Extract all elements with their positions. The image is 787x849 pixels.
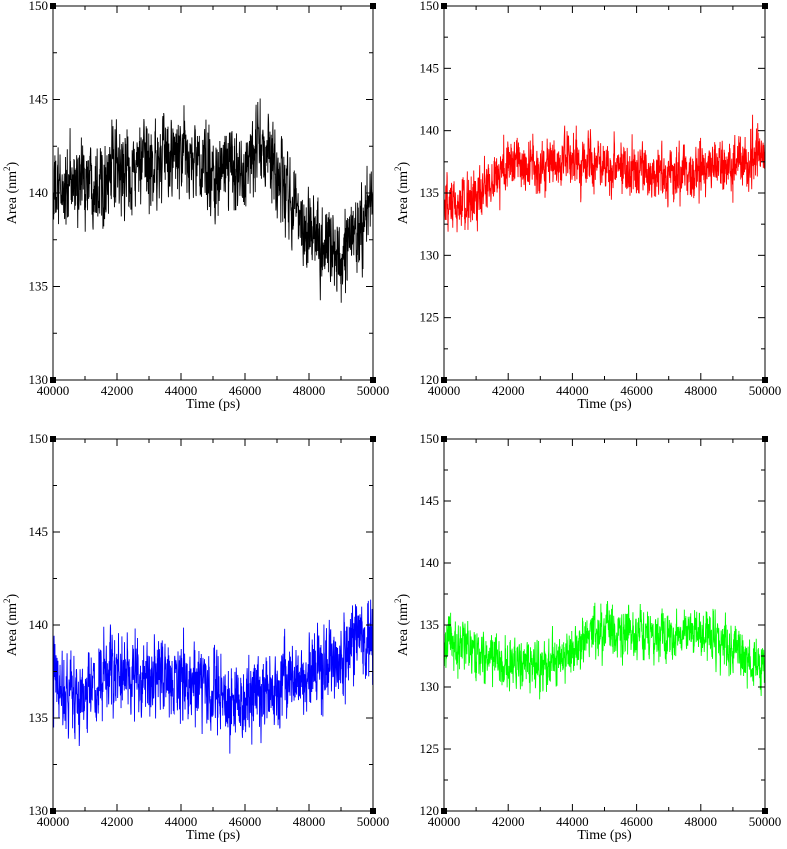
y-tick-label: 135: [29, 279, 49, 294]
x-tick-label: 42000: [101, 814, 134, 829]
y-tick-label: 140: [420, 123, 440, 138]
y-tick-label: 150: [420, 431, 440, 446]
x-tick-label: 50000: [357, 383, 390, 398]
x-tick-label: 48000: [293, 814, 326, 829]
y-tick-label: 135: [29, 710, 49, 725]
y-tick-label: 130: [29, 803, 49, 818]
y-axis-title: Area (nm2): [393, 593, 411, 656]
series-line: [444, 600, 765, 700]
x-tick-label: 40000: [428, 383, 461, 398]
y-tick-label: 145: [29, 524, 49, 539]
y-tick-label: 120: [420, 803, 440, 818]
x-tick-label: 50000: [357, 814, 390, 829]
series-line: [444, 114, 765, 233]
y-tick-label: 140: [29, 185, 49, 200]
x-axis-title: Time (ps): [186, 397, 241, 412]
y-axis-title: Area (nm2): [2, 593, 20, 656]
x-tick-label: 46000: [620, 814, 653, 829]
chart-panel-3: 40000 42000 44000 46000 48000 50000 130 135 140 1…: [2, 431, 389, 843]
x-tick-label: 44000: [165, 814, 198, 829]
y-axis-title: Area (nm2): [393, 161, 411, 224]
y-tick-label: 130: [29, 372, 49, 387]
x-axis-title: Time (ps): [577, 397, 632, 412]
y-tick-label: 135: [420, 185, 440, 200]
x-tick-label: 48000: [293, 383, 326, 398]
x-tick-label: 44000: [556, 383, 589, 398]
x-axis-title: Time (ps): [577, 828, 632, 843]
x-tick-label: 46000: [229, 383, 262, 398]
x-tick-label: 40000: [37, 383, 70, 398]
series-line: [53, 98, 373, 303]
plot-frame: [443, 5, 766, 381]
y-tick-label: 120: [420, 372, 440, 387]
y-tick-label: 140: [420, 555, 440, 570]
x-tick-label: 44000: [165, 383, 198, 398]
x-tick-label: 44000: [556, 814, 589, 829]
y-tick-label: 130: [420, 679, 440, 694]
y-tick-label: 150: [29, 431, 49, 446]
y-axis-title: Area (nm2): [2, 161, 20, 224]
chart-panel-1: 40000 42000 44000 46000 48000 50000 130 135 140 1…: [2, 0, 389, 412]
x-tick-label: 48000: [685, 814, 718, 829]
plot-frame: [52, 438, 374, 812]
y-tick-label: 145: [29, 92, 49, 107]
x-tick-label: 42000: [101, 383, 134, 398]
x-tick-label: 42000: [492, 814, 525, 829]
x-tick-label: 46000: [229, 814, 262, 829]
x-tick-label: 40000: [428, 814, 461, 829]
y-tick-label: 150: [420, 0, 440, 13]
y-tick-label: 140: [29, 617, 49, 632]
x-tick-label: 42000: [492, 383, 525, 398]
y-tick-label: 135: [420, 617, 440, 632]
chart-panel-2: 40000 42000 44000 46000 48000 50000 120 125 130 1…: [393, 0, 781, 412]
y-tick-label: 125: [420, 741, 440, 756]
plot-frame: [52, 5, 374, 381]
chart-panel-4: 40000 42000 44000 46000 48000 50000 120 125 130 1…: [393, 431, 781, 843]
y-tick-label: 150: [29, 0, 49, 13]
y-tick-label: 130: [420, 247, 440, 262]
y-tick-label: 145: [420, 60, 440, 75]
x-tick-label: 50000: [749, 814, 782, 829]
x-tick-label: 40000: [37, 814, 70, 829]
x-tick-label: 46000: [620, 383, 653, 398]
series-line: [53, 599, 373, 754]
x-tick-label: 50000: [749, 383, 782, 398]
x-axis-title: Time (ps): [186, 828, 241, 843]
x-tick-label: 48000: [685, 383, 718, 398]
y-tick-label: 125: [420, 310, 440, 325]
y-tick-label: 145: [420, 493, 440, 508]
